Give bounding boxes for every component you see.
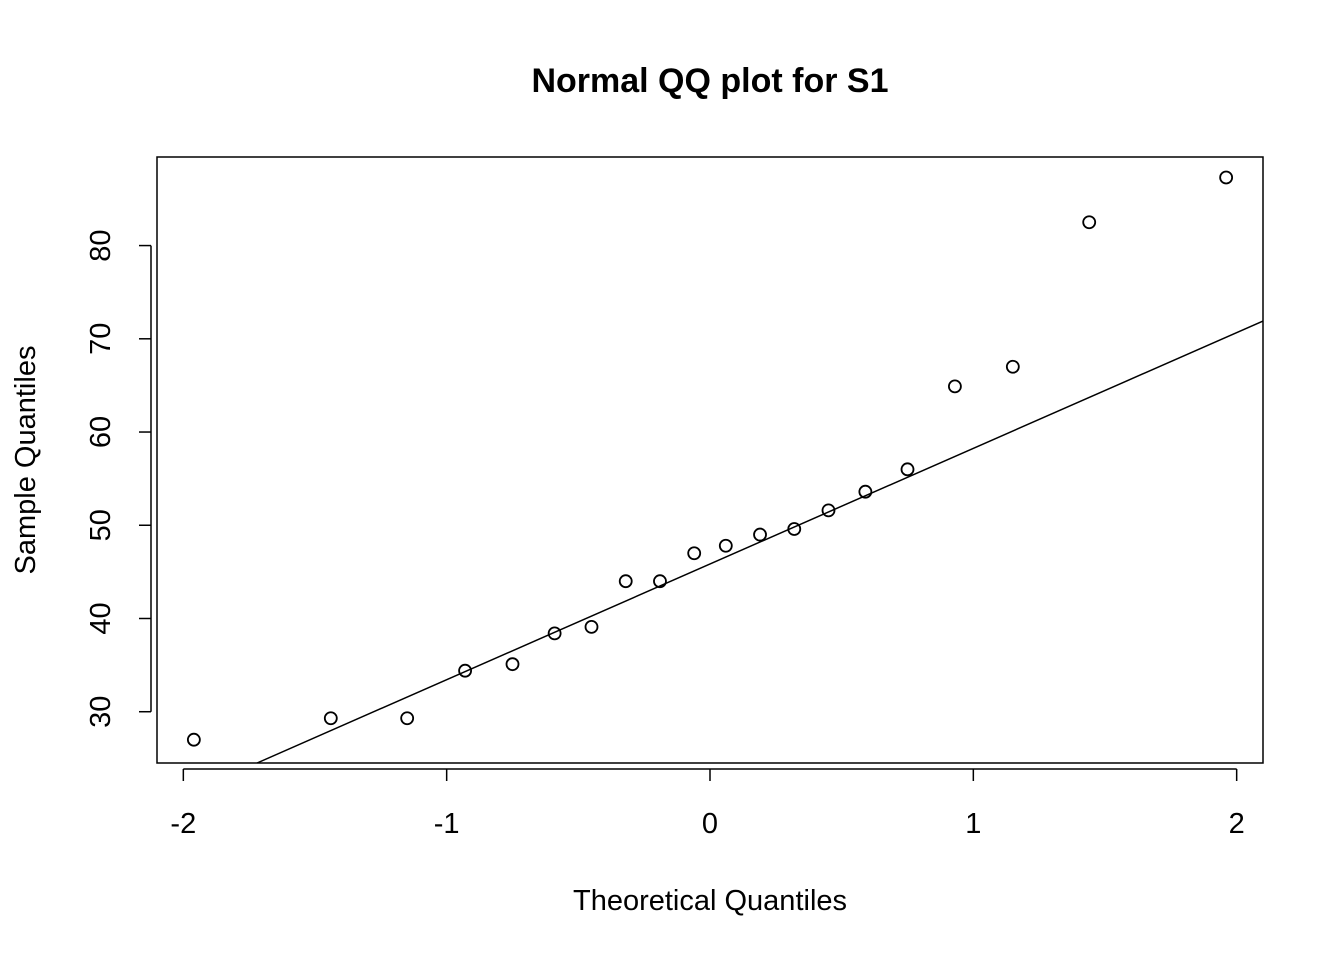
x-tick-label: 1 bbox=[965, 808, 981, 840]
y-tick-label: 30 bbox=[85, 696, 117, 728]
y-tick-label: 60 bbox=[85, 416, 117, 448]
data-point bbox=[718, 538, 733, 553]
data-point bbox=[1219, 170, 1234, 185]
y-tick-label: 40 bbox=[85, 602, 117, 634]
data-point bbox=[687, 546, 702, 561]
data-points-group bbox=[186, 170, 1234, 747]
x-axis-label: Theoretical Quantiles bbox=[573, 885, 847, 917]
data-point bbox=[547, 626, 562, 641]
data-point bbox=[323, 711, 338, 726]
data-point bbox=[186, 732, 201, 747]
x-axis: -2 -1 0 1 2 bbox=[170, 768, 1245, 840]
chart-title: Normal QQ plot for S1 bbox=[531, 62, 888, 100]
data-point bbox=[618, 574, 633, 589]
data-point bbox=[787, 522, 802, 536]
data-point bbox=[858, 484, 873, 499]
data-point bbox=[584, 619, 599, 634]
data-point bbox=[505, 657, 520, 672]
data-point bbox=[900, 462, 915, 477]
x-tick-label: -2 bbox=[170, 808, 196, 840]
data-point bbox=[753, 527, 767, 542]
x-tick-label: 2 bbox=[1229, 808, 1245, 840]
x-tick-label: -1 bbox=[434, 808, 460, 840]
data-point bbox=[1005, 359, 1020, 374]
x-tick-label: 0 bbox=[702, 808, 718, 840]
data-point bbox=[821, 503, 836, 518]
data-point bbox=[653, 574, 667, 589]
data-point bbox=[948, 379, 962, 394]
y-axis-label: Sample Quantiles bbox=[10, 346, 42, 575]
data-point bbox=[458, 663, 473, 678]
y-axis: 30 40 50 60 70 80 bbox=[85, 229, 152, 728]
data-point bbox=[400, 711, 415, 726]
plot-frame bbox=[156, 156, 1264, 764]
y-tick-label: 80 bbox=[85, 229, 117, 261]
qq-reference-line bbox=[256, 320, 1264, 764]
data-point bbox=[1082, 215, 1097, 230]
y-tick-label: 70 bbox=[85, 323, 117, 355]
y-tick-label: 50 bbox=[85, 509, 117, 541]
reference-line-group bbox=[256, 320, 1264, 764]
